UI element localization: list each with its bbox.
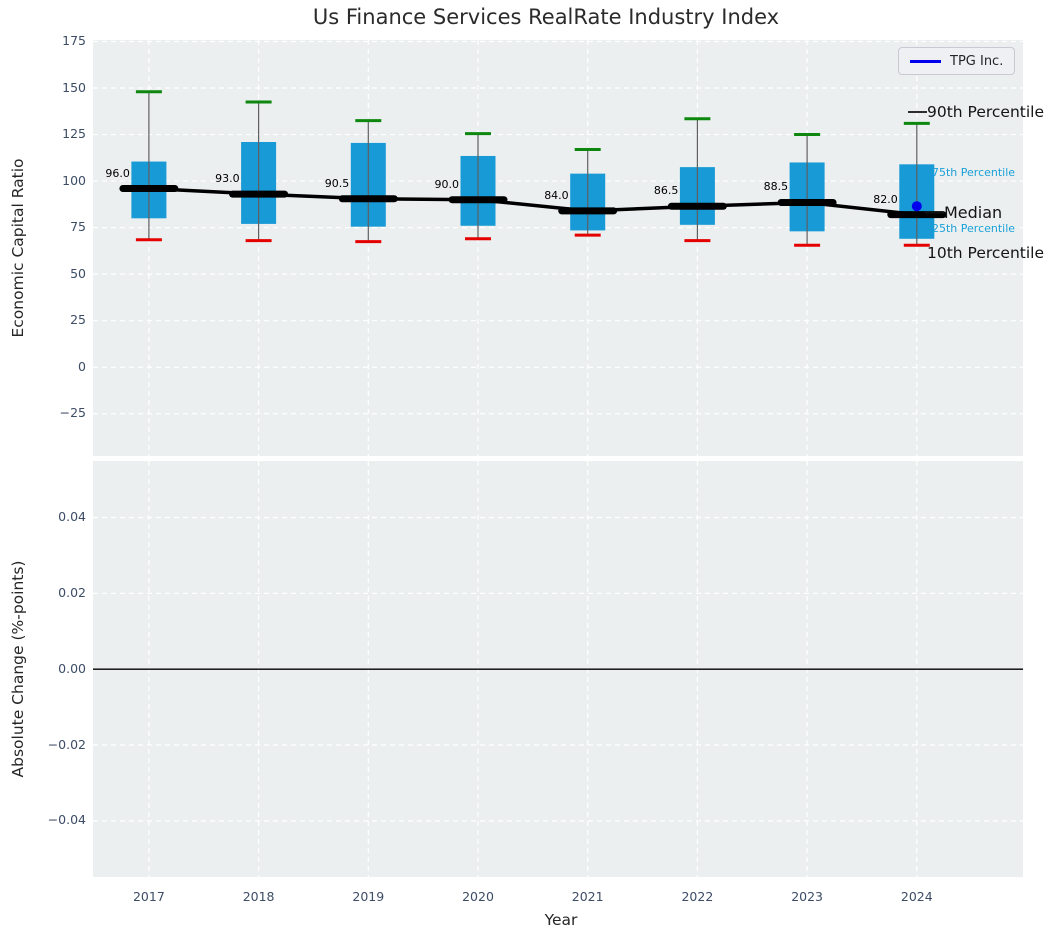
annotation-90th-percentile: 90th Percentile bbox=[927, 103, 1045, 121]
legend-label: TPG Inc. bbox=[950, 53, 1004, 69]
x-tick-label: 2018 bbox=[242, 889, 275, 904]
legend: TPG Inc. bbox=[898, 47, 1016, 75]
y-tick-label: −25 bbox=[59, 405, 86, 421]
y-tick-label: 0 bbox=[78, 358, 86, 374]
median-value-label: 90.5 bbox=[324, 176, 350, 190]
y-tick-label: 100 bbox=[62, 172, 86, 188]
y-tick-label: 25 bbox=[70, 312, 86, 328]
y-tick-label: 175 bbox=[62, 32, 86, 48]
y-tick-label: 0.00 bbox=[58, 660, 86, 676]
x-tick-label: 2020 bbox=[462, 889, 494, 904]
y-tick-label: −0.04 bbox=[47, 812, 86, 828]
median-value-label: 96.0 bbox=[105, 166, 130, 180]
y-tick-label: 0.02 bbox=[58, 584, 86, 600]
x-tick-label: 2017 bbox=[132, 889, 165, 904]
x-tick-label: 2019 bbox=[352, 889, 385, 904]
y-tick-label: 0.04 bbox=[58, 509, 86, 524]
chart-title: Us Finance Services RealRate Industry In… bbox=[312, 5, 780, 29]
tpg-data-point bbox=[911, 201, 922, 212]
annotation-median: Median bbox=[944, 203, 1003, 222]
y-axis-label-top: Economic Capital Ratio bbox=[9, 158, 27, 338]
x-tick-label: 2024 bbox=[900, 889, 933, 904]
x-tick-label: 2023 bbox=[791, 889, 823, 904]
x-tick-label: 2021 bbox=[571, 889, 604, 904]
annotation-25th-percentile: 25th Percentile bbox=[932, 222, 1016, 235]
median-value-label: 84.0 bbox=[544, 188, 569, 202]
x-axis-label: Year bbox=[544, 911, 578, 929]
top-panel-plot bbox=[93, 40, 1023, 456]
median-value-label: 93.0 bbox=[215, 172, 240, 186]
y-tick-label: 150 bbox=[62, 79, 86, 95]
median-value-label: 88.5 bbox=[763, 180, 789, 194]
annotation-75th-percentile: 75th Percentile bbox=[932, 166, 1016, 179]
legend-line-sample bbox=[910, 59, 941, 63]
y-tick-label: 50 bbox=[70, 265, 86, 281]
median-value-label: 86.5 bbox=[653, 184, 679, 198]
y-tick-label: 125 bbox=[62, 126, 86, 142]
y-tick-label: −0.02 bbox=[47, 736, 86, 752]
bottom-panel-plot bbox=[93, 461, 1023, 877]
top-panel bbox=[93, 40, 1023, 456]
annotation-10th-percentile: 10th Percentile bbox=[927, 244, 1045, 262]
x-tick-label: 2022 bbox=[681, 889, 714, 904]
median-value-label: 82.0 bbox=[873, 192, 898, 206]
median-value-label: 90.0 bbox=[434, 177, 460, 191]
y-tick-label: 75 bbox=[70, 219, 86, 235]
bottom-panel bbox=[93, 461, 1023, 877]
